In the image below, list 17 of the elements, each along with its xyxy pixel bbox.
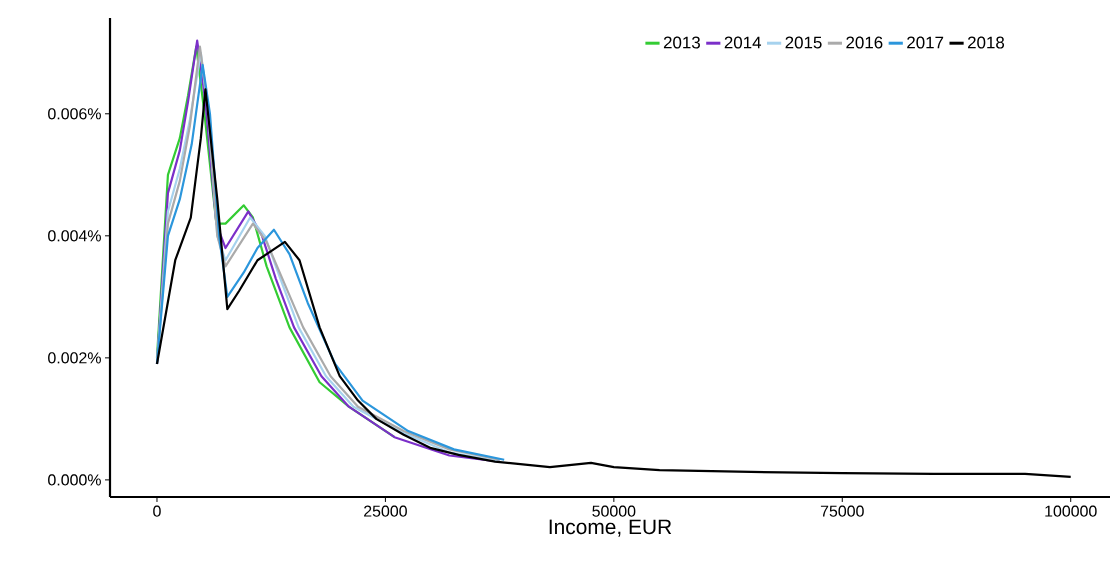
x-axis-title: Income, EUR (549, 519, 672, 537)
y-tick-label: 0.006% (48, 108, 101, 120)
legend-label: 2013 (663, 36, 700, 49)
line-series (155, 88, 1072, 478)
x-tick-label: 0 (153, 505, 161, 517)
legend-label: 2017 (907, 36, 944, 49)
y-tick-label: 0.004% (48, 230, 101, 242)
legend-label: 2016 (846, 36, 883, 49)
legend-label: 2015 (785, 36, 822, 49)
y-tick-label: 0.002% (48, 352, 101, 364)
x-tick-label: 50000 (592, 505, 636, 517)
y-tick-label: 0.000% (48, 474, 101, 486)
x-tick-label: 75000 (820, 505, 864, 517)
legend-label: 2014 (724, 36, 762, 49)
x-tick-label: 100000 (1045, 505, 1097, 517)
legend-label: 2018 (967, 36, 1005, 49)
x-tick-label: 25000 (364, 505, 407, 517)
